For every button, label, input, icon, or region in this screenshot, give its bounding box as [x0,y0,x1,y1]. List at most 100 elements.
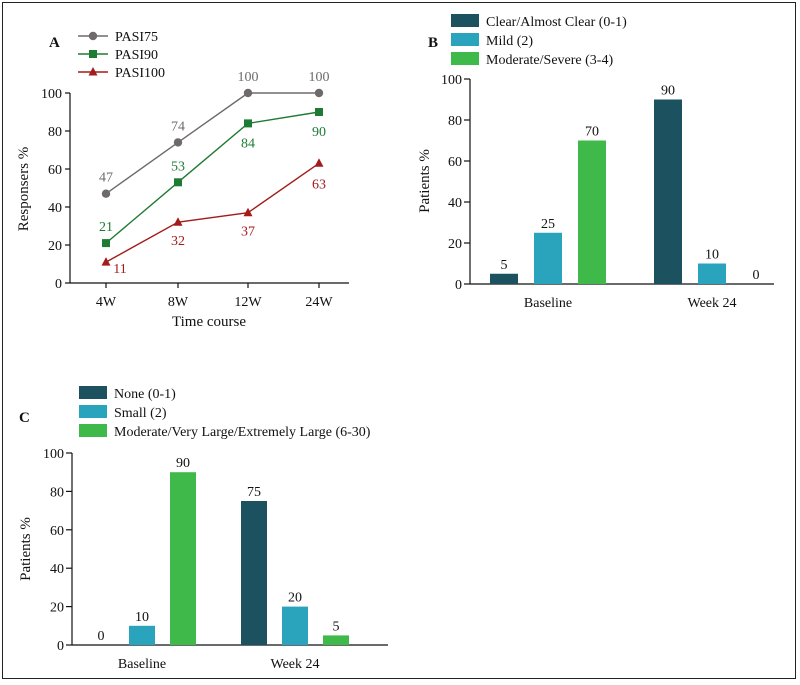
panel-a-xtick-label: 12W [234,295,262,310]
panel-a-data-label: 74 [171,119,185,134]
figure-canvas: A Responsers % Time course 0204060801004… [16,14,774,672]
panel-a-point-PASI90 [102,239,110,248]
panel-c-bar-Moderate/Very Large/Extremely Large (6-30) [323,635,349,645]
panel-b-bar-Clear/Almost Clear (0-1) [654,99,682,284]
panel-c-ytick-label: 40 [50,562,64,577]
panel-a-legend-marker [88,31,98,41]
panel-b-data-label: 70 [585,125,599,140]
panel-a-data-label: 47 [99,171,113,186]
panel-a-point-PASI75 [243,88,253,98]
panel-a-ytick-label: 100 [41,87,62,102]
panel-b-ytick-label: 60 [448,155,462,170]
panel-b-legend-swatch [451,14,479,27]
panel-a-point-PASI90 [244,119,252,128]
panel-b-data-label: 25 [541,217,555,232]
panel-c-xtick-label: Baseline [118,657,166,672]
panel-c-legend-swatch [79,405,107,418]
panel-c-legend-swatch [79,386,107,399]
panel-b-data-label: 90 [661,84,675,99]
panel-a-data-label: 37 [241,225,255,240]
panel-a-point-PASI100 [101,257,111,266]
panel-a-point-PASI100 [243,207,253,217]
panel-a-series-line-PASI100 [105,162,320,263]
panel-b-bar-Moderate/Severe (3-4) [578,140,606,284]
panel-a-legend-label: PASI75 [115,30,158,45]
panel-a-series-line-PASI75 [105,92,319,195]
panel-b-legend-label: Mild (2) [486,34,533,49]
panel-a-data-label: 90 [312,125,326,140]
panel-c-label: C [19,410,30,426]
panel-c-bar-Small (2) [129,625,155,645]
panel-b-bar-Mild (2) [698,263,726,284]
panel-a-ytick-label: 40 [48,201,62,216]
panel-c-legend-label: Moderate/Very Large/Extremely Large (6-3… [114,425,371,440]
panel-a-xlabel: Time course [172,314,246,330]
panel-c-ytick-label: 80 [50,485,64,500]
panel-a-point-PASI90 [315,108,323,116]
panel-c-data-label: 10 [135,610,149,625]
panel-c-bar-Small (2) [282,606,308,645]
panel-a-legend-label: PASI100 [115,66,165,81]
panel-a: A Responsers % Time course 0 20 40 60 80 100 4… [16,30,349,330]
panel-b-xtick-label: Week 24 [687,296,736,311]
panel-b-ytick-label: 100 [441,73,462,88]
panel-c-legend-label: None (0-1) [114,387,176,402]
panel-b-ytick-label: 20 [448,237,462,252]
panel-c-legend-label: Small (2) [114,406,167,421]
panel-c-ytick-label: 60 [50,524,64,539]
panel-b-ytick-label: 40 [448,196,462,211]
panel-a-point-PASI75 [173,138,183,147]
panel-b-data-label: 5 [501,258,508,273]
panel-b-xtick-label: Baseline [524,296,572,311]
panel-b-legend-swatch [451,33,479,46]
panel-a-ytick-label: 80 [48,125,62,140]
panel-a-ytick-label: 0 [55,277,62,292]
panel-c-xtick-label: Week 24 [270,657,319,672]
panel-c-data-label: 20 [288,591,302,606]
panel-b-legend-label: Moderate/Severe (3-4) [486,53,613,68]
panel-a-xtick-label: 4W [96,295,117,310]
panel-a-label: A [49,35,60,51]
panel-a-legend-marker [88,67,98,76]
panel-a-data-label: 63 [312,177,326,192]
panel-b-data-label: 10 [705,248,719,263]
panel-a-data-label: 21 [99,220,113,235]
panel-a-data-label: 53 [171,159,185,174]
panel-c-bar-Moderate/Very Large/Extremely Large (6-30) [170,472,196,645]
panel-c: C Patients % 0 20 40 60 80 100 Baseline 0 10 90 We… [18,386,388,672]
panel-a-point-PASI100 [314,158,324,167]
panel-c-ytick-label: 20 [50,601,64,616]
panel-a-ylabel: Responsers % [16,147,32,232]
panel-b-ytick-label: 80 [448,114,462,129]
panel-a-data-label: 11 [113,262,126,277]
panel-a-ytick-label: 60 [48,163,62,178]
panel-a-point-PASI75 [314,88,324,98]
panel-a-xtick-label: 24W [305,295,333,310]
panel-b-legend-swatch [451,52,479,65]
panel-b-data-label: 0 [753,268,760,283]
panel-b: B Patients % 020406080100Baseline52570We… [417,14,774,311]
panel-a-data-label: 84 [241,136,255,151]
panel-a-point-PASI75 [101,189,111,198]
panel-c-data-label: 90 [176,456,190,471]
panel-c-data-label: 0 [98,629,105,644]
panel-b-bar-Mild (2) [534,232,562,284]
panel-b-ylabel: Patients % [417,149,433,213]
panel-c-legend-swatch [79,424,107,437]
panel-a-ytick-label: 20 [48,239,62,254]
panel-a-data-label: 100 [309,70,330,85]
panel-a-data-label: 100 [238,70,259,85]
panel-c-ylabel: Patients % [18,517,34,581]
panel-c-ytick-label: 100 [43,447,64,462]
panel-a-point-PASI90 [174,178,182,187]
panel-c-data-label: 5 [333,619,340,634]
panel-c-bar-None (0-1) [241,501,267,645]
panel-a-point-PASI100 [173,217,183,226]
panel-a-legend-marker [89,50,97,58]
panel-a-legend-label: PASI90 [115,48,158,63]
panel-b-bar-Clear/Almost Clear (0-1) [490,273,518,284]
panel-c-ytick-label: 0 [57,639,64,654]
panel-b-ytick-label: 0 [455,278,462,293]
panel-c-data-label: 75 [247,485,261,500]
